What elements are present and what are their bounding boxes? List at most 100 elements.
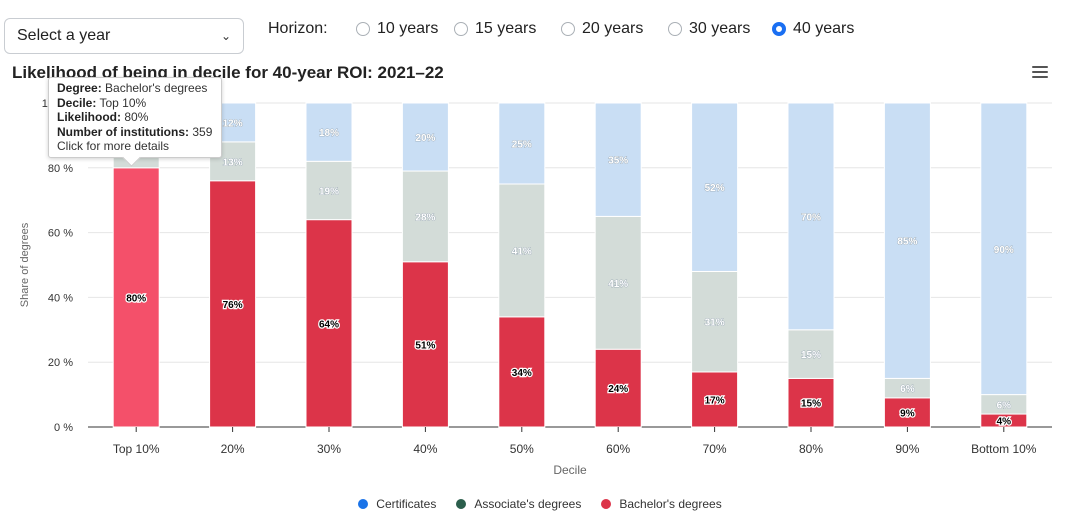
- horizon-option-30[interactable]: 30 years: [668, 20, 750, 38]
- horizon-option-20[interactable]: 20 years: [561, 20, 643, 38]
- data-label: 52%: [705, 183, 725, 194]
- legend-item-certificates[interactable]: Certificates: [358, 497, 436, 511]
- year-select[interactable]: Select a year ⌄: [4, 18, 244, 54]
- y-tick-label: 40 %: [48, 292, 73, 304]
- data-label: 90%: [994, 245, 1014, 256]
- x-tick-label: 60%: [606, 442, 630, 456]
- horizon-option-label: 30 years: [689, 20, 751, 37]
- horizon-option-label: 20 years: [582, 20, 644, 37]
- radio-icon: [454, 22, 468, 36]
- bar-segment[interactable]: [594, 215, 642, 350]
- legend-item-bachelors[interactable]: Bachelor's degrees: [601, 497, 722, 511]
- tooltip-institutions-value: 359: [192, 124, 213, 139]
- bar-segment[interactable]: [112, 167, 160, 428]
- data-label: 70%: [801, 212, 821, 223]
- bar-segment[interactable]: [401, 170, 449, 263]
- data-label: 51%: [415, 340, 435, 351]
- data-label: 12%: [223, 118, 243, 129]
- x-tick-label: 20%: [221, 442, 245, 456]
- chart-legend: Certificates Associate's degrees Bachelo…: [0, 497, 1080, 511]
- data-label: 4%: [997, 417, 1012, 428]
- data-label: 6%: [997, 400, 1012, 411]
- horizon-option-40[interactable]: 40 years: [772, 20, 854, 38]
- data-label: 17%: [705, 395, 725, 406]
- data-label: 15%: [801, 399, 821, 410]
- legend-label: Bachelor's degrees: [619, 497, 722, 511]
- data-label: 31%: [705, 318, 725, 329]
- bar-segment[interactable]: [980, 102, 1028, 396]
- bar-segment[interactable]: [787, 377, 835, 428]
- x-tick-label: 50%: [510, 442, 534, 456]
- chevron-down-icon: ⌄: [220, 29, 231, 43]
- bar-segment[interactable]: [787, 102, 835, 331]
- legend-label: Certificates: [376, 497, 437, 511]
- tooltip-degree-value: Bachelor's degrees: [105, 81, 208, 95]
- year-select-value: Select a year: [17, 27, 111, 44]
- y-axis-label: Share of degrees: [19, 222, 31, 307]
- horizon-option-15[interactable]: 15 years: [454, 20, 536, 38]
- data-label: 15%: [801, 350, 821, 361]
- data-label: 34%: [512, 368, 532, 379]
- tooltip-hint: Click for more details: [57, 139, 170, 153]
- tooltip-degree-label: Degree:: [57, 81, 102, 95]
- data-label: 20%: [415, 133, 435, 144]
- x-tick-label: 40%: [413, 442, 437, 456]
- x-tick-label: 90%: [895, 442, 919, 456]
- legend-swatch: [456, 499, 467, 509]
- bar-segment[interactable]: [401, 102, 449, 172]
- tooltip-decile-label: Decile:: [57, 95, 97, 110]
- bar-segment[interactable]: [691, 102, 739, 272]
- data-label: 19%: [319, 186, 339, 197]
- x-axis-label: Decile: [553, 463, 587, 477]
- chart-tooltip: Degree: Bachelor's degrees Decile: Top 1…: [48, 77, 222, 167]
- data-label: 24%: [608, 384, 628, 395]
- y-tick-label: 80 %: [48, 163, 73, 175]
- data-label: 25%: [512, 140, 532, 151]
- legend-swatch: [601, 499, 612, 509]
- bar-segment[interactable]: [883, 102, 931, 379]
- tooltip-likelihood-label: Likelihood:: [57, 110, 121, 124]
- y-tick-label: 0 %: [54, 422, 73, 434]
- x-tick-label: 80%: [799, 442, 823, 456]
- horizon-label: Horizon:: [268, 20, 328, 37]
- bar-segment[interactable]: [691, 371, 739, 428]
- bar-segment[interactable]: [691, 270, 739, 373]
- radio-icon: [561, 22, 575, 36]
- horizon-option-label: 10 years: [377, 20, 439, 37]
- x-tick-label: 70%: [703, 442, 727, 456]
- bar-segment[interactable]: [401, 261, 449, 428]
- data-label: 13%: [223, 157, 243, 168]
- x-tick-label: Bottom 10%: [971, 442, 1037, 456]
- bar-segment[interactable]: [787, 329, 835, 379]
- data-label: 80%: [126, 293, 146, 304]
- data-label: 85%: [897, 237, 917, 248]
- data-label: 6%: [900, 384, 915, 395]
- horizon-option-10[interactable]: 10 years: [356, 20, 438, 38]
- radio-selected-icon: [772, 22, 786, 36]
- radio-icon: [668, 22, 682, 36]
- horizon-option-label: 40 years: [793, 20, 855, 37]
- data-label: 41%: [512, 246, 532, 257]
- legend-label: Associate's degrees: [474, 497, 582, 511]
- bar-segment[interactable]: [594, 348, 642, 428]
- data-label: 76%: [223, 300, 243, 311]
- bar-segment[interactable]: [498, 102, 546, 185]
- hamburger-menu-icon[interactable]: [1032, 66, 1048, 80]
- data-label: 28%: [415, 212, 435, 223]
- horizon-option-label: 15 years: [475, 20, 537, 37]
- data-label: 41%: [608, 279, 628, 290]
- y-tick-label: 60 %: [48, 228, 73, 240]
- data-label: 18%: [319, 128, 339, 139]
- x-tick-label: 30%: [317, 442, 341, 456]
- legend-item-associates[interactable]: Associate's degrees: [456, 497, 581, 511]
- bar-segment[interactable]: [305, 102, 353, 162]
- bar-segment[interactable]: [883, 397, 931, 428]
- bar-segment[interactable]: [594, 102, 642, 217]
- y-tick-label: 20 %: [48, 357, 73, 369]
- data-label: 64%: [319, 319, 339, 330]
- legend-swatch: [358, 499, 369, 509]
- data-label: 9%: [900, 408, 915, 419]
- bar-segment[interactable]: [305, 160, 353, 221]
- data-label: 35%: [608, 156, 628, 167]
